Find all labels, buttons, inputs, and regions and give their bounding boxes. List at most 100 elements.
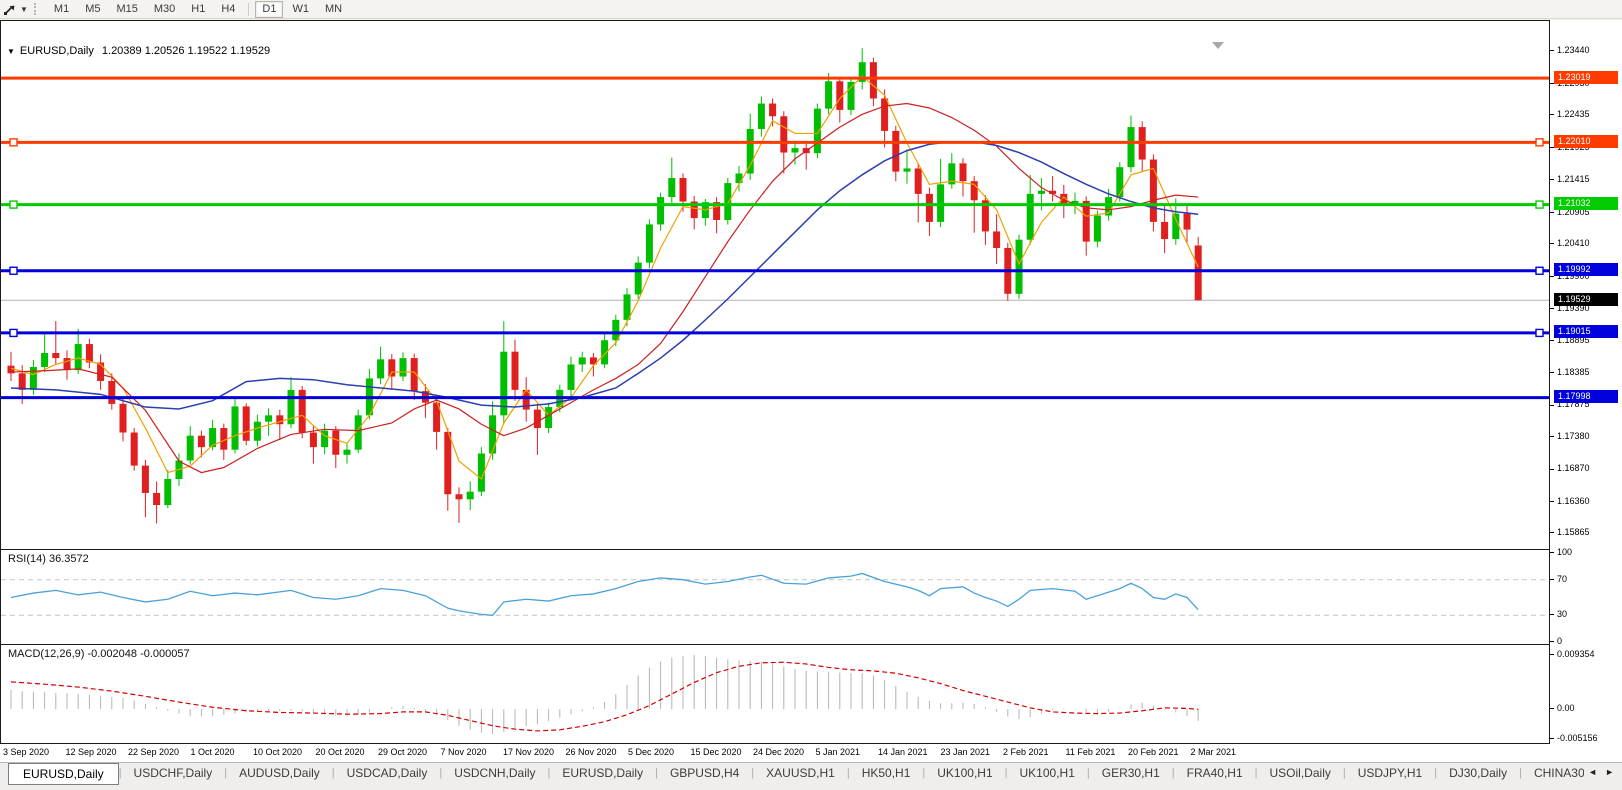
timeframe-button-m5[interactable]: M5	[85, 2, 101, 15]
chart-cursor-icon[interactable]	[3, 2, 19, 16]
symbol-dropdown-icon[interactable]: ▼	[7, 46, 15, 56]
price-tick: 1.21415	[1550, 174, 1590, 184]
line-handle[interactable]	[9, 138, 18, 147]
macd-label: MACD(12,26,9) -0.002048 -0.000057	[8, 648, 190, 660]
main-chart-panel[interactable]: ▼ EURUSD,Daily 1.20389 1.20526 1.19522 1…	[0, 20, 1550, 550]
price-tick: 1.20410	[1550, 238, 1590, 248]
price-tick: 1.20905	[1550, 207, 1590, 217]
tab-separator: |	[547, 767, 551, 779]
macd-chart-canvas[interactable]	[1, 645, 1549, 743]
price-tick: 1.23440	[1550, 45, 1590, 55]
chart-tab-china300-h1[interactable]: CHINA300,H1	[1533, 766, 1585, 780]
tab-separator: |	[118, 767, 122, 779]
chart-tab-ger30-h1[interactable]: GER30,H1	[1101, 766, 1160, 780]
current-price-label: 1.19529	[1554, 292, 1618, 306]
chart-tab-audusd-daily[interactable]: AUDUSD,Daily	[239, 766, 320, 780]
chart-tab-usdjpy-h1[interactable]: USDJPY,H1	[1357, 766, 1423, 780]
price-tick: 1.16870	[1550, 463, 1590, 473]
chart-tab-gbpusd-h4[interactable]: GBPUSD,H4	[669, 766, 740, 780]
chart-tab-eurusd-daily[interactable]: EURUSD,Daily	[8, 763, 119, 785]
rsi-tick: 70	[1550, 574, 1567, 584]
price-line-label-1.19015: 1.19015	[1554, 325, 1618, 339]
chart-tab-uk100-h1[interactable]: UK100,H1	[1019, 766, 1075, 780]
date-label: 12 Sep 2020	[65, 747, 117, 757]
price-line-label-1.19992: 1.19992	[1554, 263, 1618, 277]
price-line-label-1.22010: 1.22010	[1554, 134, 1618, 148]
line-handle[interactable]	[1535, 200, 1544, 209]
tab-separator: |	[922, 767, 926, 779]
line-handle[interactable]	[9, 328, 18, 338]
macd-tick: 0.00	[1550, 703, 1575, 713]
tab-separator: |	[331, 767, 335, 779]
chart-tab-uk100-h1[interactable]: UK100,H1	[937, 766, 993, 780]
macd-tick: 0.009354	[1550, 649, 1595, 659]
timeframe-toolbar: ▼ M1 M5 M15 M30 H1 H4 D1 W1 MN	[0, 0, 1622, 19]
date-label: 5 Jan 2021	[815, 747, 861, 757]
date-label: 10 Oct 2020	[253, 747, 303, 757]
price-tick: 1.18895	[1550, 335, 1590, 345]
tab-separator: |	[1254, 767, 1258, 779]
line-handle[interactable]	[9, 266, 18, 275]
ma-slow-line	[10, 140, 1199, 410]
tab-separator: |	[1171, 767, 1175, 779]
price-tick: 1.18385	[1550, 367, 1590, 377]
candlestick-chart-canvas[interactable]	[1, 21, 1549, 549]
macd-indicator-panel[interactable]: MACD(12,26,9) -0.002048 -0.000057	[0, 644, 1550, 744]
chart-tab-usdcnh-daily[interactable]: USDCNH,Daily	[454, 766, 536, 780]
rsi-indicator-panel[interactable]: RSI(14) 36.3572	[0, 549, 1550, 645]
chart-tab-fra40-h1[interactable]: FRA40,H1	[1186, 766, 1243, 780]
tab-separator: |	[224, 767, 228, 779]
date-label: 5 Dec 2020	[628, 747, 675, 757]
chart-tab-usdchf-daily[interactable]: USDCHF,Daily	[133, 766, 213, 780]
toolbar-grip[interactable]	[33, 3, 40, 15]
date-label: 2 Mar 2021	[1190, 747, 1237, 757]
price-tick: 1.19390	[1550, 303, 1590, 313]
tab-separator: |	[751, 767, 755, 779]
chevron-down-icon[interactable]: ▼	[20, 4, 28, 14]
rsi-tick: 0	[1550, 636, 1562, 646]
line-handle[interactable]	[1535, 328, 1544, 338]
rsi-tick: 30	[1550, 609, 1567, 619]
timeframe-button-mn[interactable]: MN	[324, 2, 343, 15]
tab-scroll-left-icon[interactable]: ◄	[1588, 767, 1598, 777]
line-handle[interactable]	[1535, 138, 1544, 147]
price-tick: 1.17875	[1550, 399, 1590, 409]
timeframe-button-w1[interactable]: W1	[292, 2, 309, 15]
timeframe-button-h4[interactable]: H4	[221, 2, 236, 15]
chart-shift-marker-icon[interactable]	[1212, 42, 1224, 49]
date-label: 3 Sep 2020	[3, 747, 50, 757]
chart-tab-eurusd-daily[interactable]: EURUSD,Daily	[562, 766, 644, 780]
timeframe-button-m1[interactable]: M1	[53, 2, 70, 15]
date-label: 11 Feb 2021	[1065, 747, 1116, 757]
price-tick: 1.22435	[1550, 109, 1590, 119]
date-label: 24 Dec 2020	[753, 747, 805, 757]
chart-tab-xauusd-h1[interactable]: XAUUSD,H1	[766, 766, 835, 780]
rsi-chart-canvas[interactable]	[1, 550, 1549, 644]
date-label: 23 Jan 2021	[940, 747, 991, 757]
date-label: 14 Jan 2021	[878, 747, 928, 757]
chart-tab-usdcad-daily[interactable]: USDCAD,Daily	[346, 766, 428, 780]
tab-separator: |	[846, 767, 850, 779]
chart-tab-dj30-daily[interactable]: DJ30,Daily	[1449, 766, 1508, 780]
tab-separator: |	[1086, 767, 1090, 779]
timeframe-button-h1[interactable]: H1	[191, 2, 206, 15]
line-handle[interactable]	[9, 200, 18, 209]
chart-tab-hk50-h1[interactable]: HK50,H1	[861, 766, 911, 780]
chart-tab-usoil-daily[interactable]: USOil,Daily	[1269, 766, 1331, 780]
timeframe-button-d1[interactable]: D1	[255, 0, 284, 18]
date-axis[interactable]: 3 Sep 2020 12 Sep 2020 22 Sep 2020 1 Oct 20…	[0, 744, 1622, 762]
tab-separator: |	[1434, 767, 1438, 779]
macd-tick: -0.005156	[1550, 733, 1598, 743]
tab-scroll-right-icon[interactable]: ►	[1605, 767, 1614, 777]
price-axis[interactable]: 1.234401.229301.224351.219251.214151.209…	[1550, 20, 1622, 744]
date-label: 22 Sep 2020	[128, 747, 180, 757]
line-handle[interactable]	[1535, 266, 1544, 275]
tab-scroll-controls: ◄ ►	[1584, 763, 1622, 777]
timeframe-button-m30[interactable]: M30	[153, 2, 176, 15]
ma-mid-line	[10, 102, 1199, 474]
date-label: 7 Nov 2020	[440, 747, 487, 757]
timeframe-button-m15[interactable]: M15	[116, 2, 138, 15]
price-line-label-1.23019: 1.23019	[1554, 70, 1618, 84]
candlestick-series	[7, 48, 1202, 524]
